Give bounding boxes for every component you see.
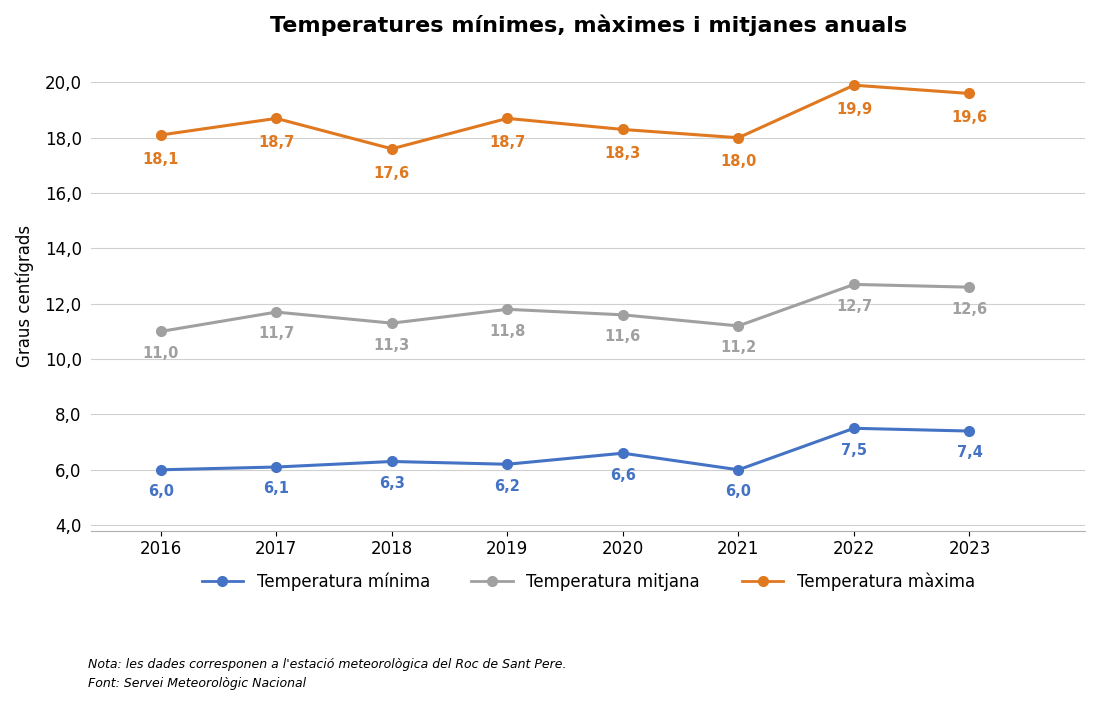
Text: 17,6: 17,6: [374, 166, 410, 181]
Text: 18,3: 18,3: [605, 146, 641, 161]
Text: 6,2: 6,2: [494, 479, 520, 493]
Text: 12,6: 12,6: [952, 302, 988, 317]
Y-axis label: Graus centígrads: Graus centígrads: [15, 224, 33, 366]
Text: 12,7: 12,7: [836, 299, 872, 314]
Text: 11,2: 11,2: [720, 340, 757, 355]
Text: 11,3: 11,3: [374, 337, 410, 353]
Text: 11,7: 11,7: [258, 327, 295, 342]
Text: 6,1: 6,1: [263, 481, 289, 496]
Text: 18,7: 18,7: [258, 135, 295, 150]
Text: 7,5: 7,5: [840, 442, 867, 458]
Text: Nota: les dades corresponen a l'estació meteorològica del Roc de Sant Pere.: Nota: les dades corresponen a l'estació …: [88, 658, 566, 671]
Text: 6,0: 6,0: [147, 484, 174, 499]
Text: 6,6: 6,6: [610, 468, 636, 483]
Text: 11,8: 11,8: [490, 324, 526, 339]
Legend: Temperatura mínima, Temperatura mitjana, Temperatura màxima: Temperatura mínima, Temperatura mitjana,…: [195, 566, 981, 598]
Title: Temperatures mínimes, màximes i mitjanes anuals: Temperatures mínimes, màximes i mitjanes…: [270, 15, 906, 36]
Text: 6,3: 6,3: [378, 476, 405, 491]
Text: Font: Servei Meteorològic Nacional: Font: Servei Meteorològic Nacional: [88, 677, 306, 690]
Text: 18,1: 18,1: [143, 152, 179, 167]
Text: 11,0: 11,0: [143, 346, 179, 361]
Text: 18,7: 18,7: [490, 135, 526, 150]
Text: 7,4: 7,4: [957, 445, 982, 461]
Text: 19,6: 19,6: [952, 110, 988, 125]
Text: 6,0: 6,0: [725, 484, 751, 499]
Text: 11,6: 11,6: [605, 329, 641, 344]
Text: 19,9: 19,9: [836, 102, 872, 116]
Text: 18,0: 18,0: [720, 154, 757, 170]
